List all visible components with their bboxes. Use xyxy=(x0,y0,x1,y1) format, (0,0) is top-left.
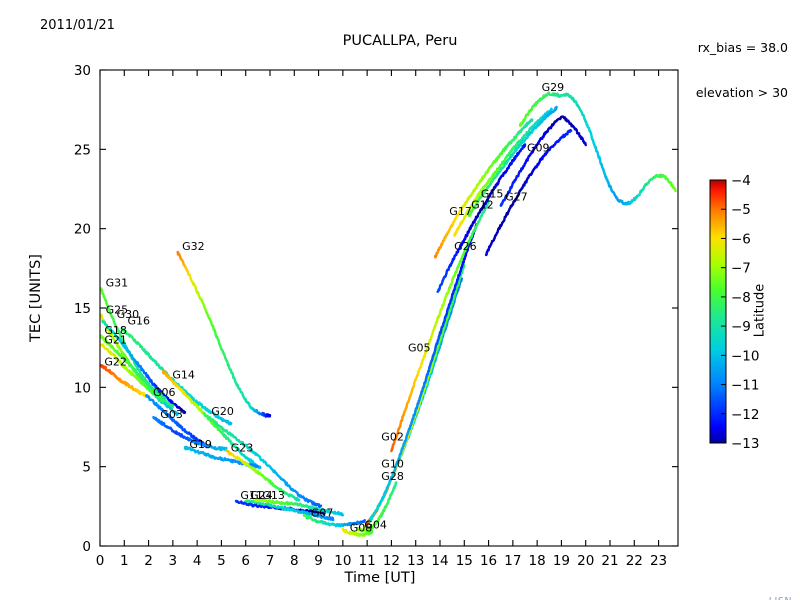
footer-branding: LISN Low-Latitude Ionospheric Sensor Net… xyxy=(594,572,792,600)
x-tick-label: 12 xyxy=(383,553,400,569)
colorbar-tick-label: −8 xyxy=(731,290,751,306)
rx-bias-annotation: rx_bias = 38.0 xyxy=(697,40,788,55)
x-tick-label: 15 xyxy=(456,553,473,569)
elevation-annotation: elevation > 30 xyxy=(695,85,788,100)
y-tick-label: 5 xyxy=(82,460,91,476)
series-label-G06: G06 xyxy=(153,386,176,399)
series-label-G19: G19 xyxy=(189,438,212,451)
x-tick-label: 11 xyxy=(359,553,376,569)
y-tick-label: 10 xyxy=(74,380,91,396)
colorbar-tick-label: −4 xyxy=(731,173,751,189)
series-label-G16: G16 xyxy=(128,315,151,328)
series-label-G27: G27 xyxy=(505,191,528,204)
footer-brand-name: LISN xyxy=(594,596,792,600)
x-tick-label: 0 xyxy=(96,553,105,569)
series-label-G07: G07 xyxy=(311,506,334,519)
x-tick-label: 13 xyxy=(407,553,424,569)
series-label-G17: G17 xyxy=(449,205,472,218)
x-tick-label: 18 xyxy=(529,553,546,569)
colorbar-tick-label: −7 xyxy=(731,261,751,277)
colorbar-tick-label: −5 xyxy=(731,202,751,218)
series-label-G09: G09 xyxy=(527,142,550,155)
plot-title: PUCALLPA, Peru xyxy=(342,33,458,49)
series-label-G13: G13 xyxy=(262,489,285,502)
colorbar: −4 −5 −6 −7 −8 −9 −10 −11 −12 −13 xyxy=(709,173,760,452)
series-label-G23: G23 xyxy=(231,441,254,454)
x-tick-label: 3 xyxy=(169,553,178,569)
x-tick-label: 21 xyxy=(601,553,618,569)
colorbar-tick-label: −6 xyxy=(731,231,751,247)
y-tick-label: 30 xyxy=(74,63,91,79)
series-label-G10: G10 xyxy=(381,457,404,470)
series-label-G14: G14 xyxy=(172,368,195,381)
colorbar-tick-label: −9 xyxy=(731,319,751,335)
series-label-G02: G02 xyxy=(381,430,404,443)
series-label-G05: G05 xyxy=(408,341,431,354)
x-tick-label: 5 xyxy=(217,553,226,569)
plot-axes: 0 1 2 3 4 5 6 7 8 9 10 11 12 13 14 15 16 17 18 19 20 21 22 2305… xyxy=(74,63,679,569)
y-tick-label: 25 xyxy=(74,142,91,158)
series-label-G21: G21 xyxy=(104,334,127,347)
x-tick-label: 22 xyxy=(626,553,643,569)
series-label-G04: G04 xyxy=(364,518,387,531)
x-tick-label: 8 xyxy=(290,553,299,569)
x-tick-label: 20 xyxy=(577,553,594,569)
series-label-G22: G22 xyxy=(104,356,127,369)
series-label-G03: G03 xyxy=(160,408,183,421)
colorbar-gradient xyxy=(709,179,727,444)
colorbar-tick-label: −10 xyxy=(731,348,760,364)
series-label-G20: G20 xyxy=(211,405,234,418)
x-axis-label: Time [UT] xyxy=(344,570,416,586)
x-tick-label: 17 xyxy=(504,553,521,569)
annotation-block: rx_bias = 38.0 elevation > 30 xyxy=(696,10,788,130)
x-tick-label: 4 xyxy=(193,553,202,569)
y-tick-label: 15 xyxy=(74,301,91,317)
x-tick-label: 9 xyxy=(314,553,323,569)
x-tick-label: 7 xyxy=(266,553,275,569)
x-tick-label: 16 xyxy=(480,553,497,569)
series-label-G29: G29 xyxy=(542,81,565,94)
y-tick-label: 0 xyxy=(82,539,91,555)
series-label-G26: G26 xyxy=(454,240,477,253)
series-label-G28: G28 xyxy=(381,470,404,483)
series-label-G12: G12 xyxy=(471,199,494,212)
x-tick-label: 23 xyxy=(650,553,667,569)
x-tick-label: 6 xyxy=(241,553,250,569)
x-tick-label: 19 xyxy=(553,553,570,569)
x-tick-label: 2 xyxy=(144,553,153,569)
x-tick-label: 1 xyxy=(120,553,129,569)
series-label-G31: G31 xyxy=(106,276,129,289)
colorbar-tick-label: −12 xyxy=(731,407,760,423)
series-label-G32: G32 xyxy=(182,240,205,253)
date-label: 2011/01/21 xyxy=(40,18,115,33)
series-label-G15: G15 xyxy=(481,188,504,201)
x-tick-label: 14 xyxy=(431,553,448,569)
colorbar-tick-label: −13 xyxy=(731,436,760,452)
x-tick-label: 10 xyxy=(334,553,351,569)
data-traces xyxy=(100,91,677,537)
y-tick-label: 20 xyxy=(74,222,91,238)
colorbar-tick-label: −11 xyxy=(731,378,760,394)
